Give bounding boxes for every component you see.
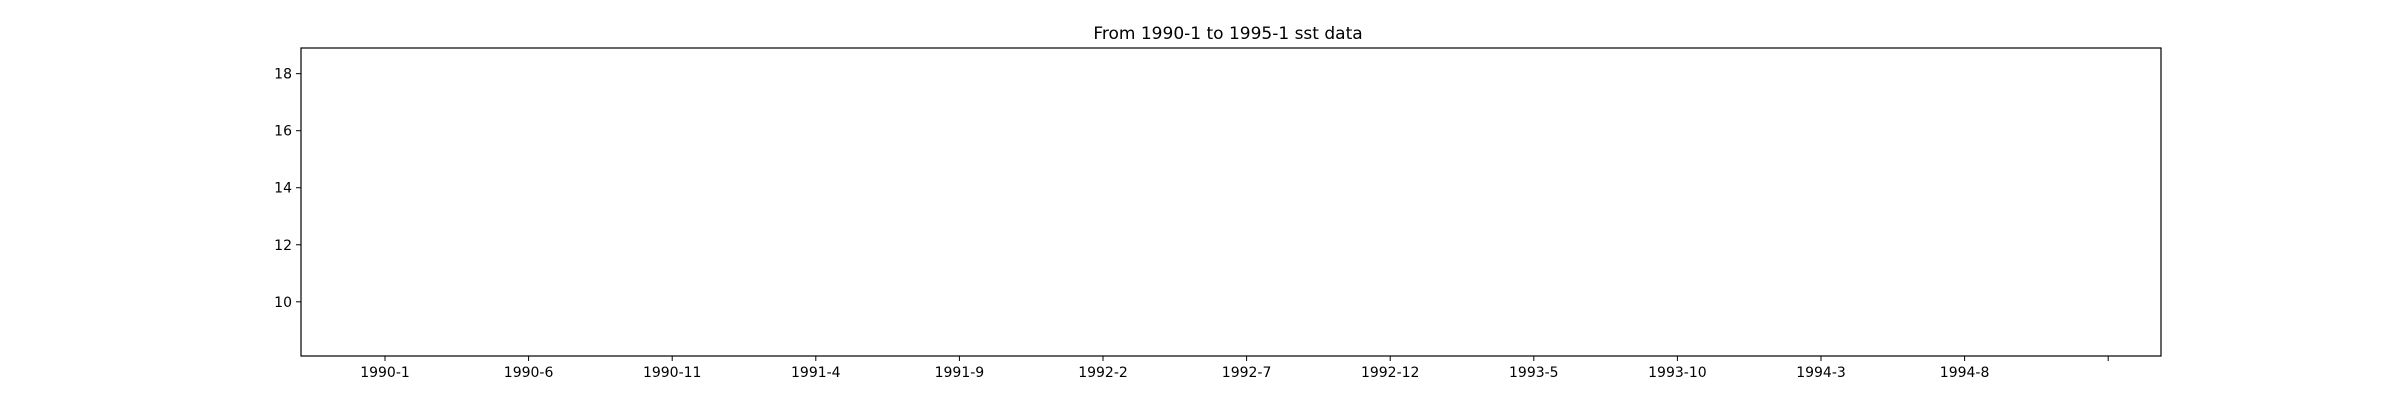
x-tick-label: 1993-5: [1509, 365, 1559, 381]
x-tick-label: 1994-8: [1940, 365, 1990, 381]
x-tick-label: 1992-2: [1078, 365, 1128, 381]
x-tick-label: 1992-12: [1361, 365, 1420, 381]
chart-title: From 1990-1 to 1995-1 sst data: [1093, 24, 1362, 44]
y-tick-label: 10: [274, 295, 292, 311]
x-tick-label: 1991-4: [791, 365, 841, 381]
x-tick-label: 1993-10: [1648, 365, 1707, 381]
y-tick-label: 18: [274, 67, 292, 83]
x-tick-label: 1991-9: [935, 365, 985, 381]
x-tick-label: 1990-11: [643, 365, 702, 381]
y-axis: 10 12 14 16 18: [274, 67, 301, 311]
y-tick-label: 12: [274, 238, 292, 254]
x-axis: 1990-1 1990-6 1990-11 1991-4 1991-9 1992-2 199…: [360, 356, 2109, 381]
y-tick-label: 16: [274, 124, 292, 140]
x-tick-label: 1990-6: [504, 365, 554, 381]
x-tick-label: 1990-1: [360, 365, 410, 381]
y-tick-label: 14: [274, 181, 292, 197]
x-tick-label: 1994-3: [1796, 365, 1846, 381]
x-tick-label: 1992-7: [1222, 365, 1272, 381]
plot-area: [300, 47, 2162, 357]
